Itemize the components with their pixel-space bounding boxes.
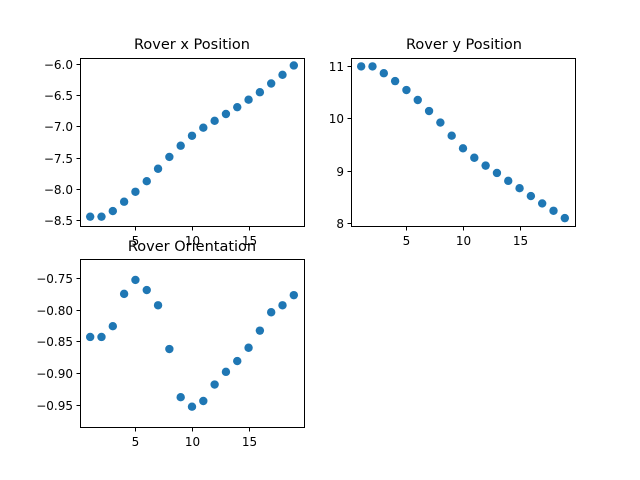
y-tick-label: −0.85: [36, 335, 73, 349]
y-tick-label: −0.95: [36, 399, 73, 413]
data-point: [402, 85, 411, 95]
axis-ticks: 5 10 15 −0.95 −0.90 −0.85 −0.80 −0.75: [36, 272, 257, 449]
x-tick-label: 10: [185, 435, 200, 449]
data-point: [233, 102, 242, 112]
data-point: [142, 177, 151, 186]
data-points: [85, 275, 299, 411]
axes-frame: [80, 58, 305, 227]
y-tick-label: −8.5: [44, 214, 73, 228]
y-tick-label: 11: [329, 60, 344, 74]
data-point: [176, 393, 185, 402]
data-point: [233, 356, 242, 366]
data-point: [289, 61, 299, 70]
data-point: [199, 123, 208, 132]
data-point: [85, 332, 95, 342]
data-point: [255, 326, 265, 335]
y-tick-label: −7.0: [44, 120, 73, 134]
data-point: [526, 191, 536, 201]
data-point: [244, 343, 253, 352]
data-point: [560, 213, 570, 223]
data-point: [436, 118, 445, 127]
data-point: [108, 322, 118, 331]
data-point: [187, 131, 197, 140]
subplot-rover-x-position: Rover x Position 5 10 15 −8.5 −8.0 −7.5 −7.0 −6…: [44, 37, 305, 248]
data-point: [85, 212, 95, 221]
data-points: [85, 61, 299, 221]
data-point: [119, 289, 129, 299]
data-point: [549, 206, 558, 215]
data-point: [278, 301, 287, 310]
data-point: [424, 106, 434, 116]
data-point: [289, 290, 299, 300]
data-point: [210, 116, 219, 126]
axis-ticks: 5 10 15 8 9 10 11: [329, 60, 528, 248]
data-point: [221, 109, 231, 119]
y-tick-label: 10: [329, 112, 344, 126]
x-tick-label: 5: [132, 234, 140, 248]
data-points: [356, 62, 570, 223]
data-point: [255, 88, 265, 97]
data-point: [97, 212, 106, 221]
data-point: [379, 69, 389, 78]
data-point: [97, 332, 106, 342]
data-point: [165, 152, 174, 162]
chart-title: Rover y Position: [406, 37, 522, 53]
data-point: [504, 176, 513, 186]
data-point: [266, 308, 276, 317]
axis-ticks: 5 10 15 −8.5 −8.0 −7.5 −7.0 −6.5 −6.0: [44, 58, 257, 248]
y-tick-label: −7.5: [44, 152, 73, 166]
data-point: [187, 402, 197, 411]
y-tick-label: −0.90: [36, 367, 73, 381]
data-point: [413, 95, 422, 105]
data-point: [515, 184, 524, 193]
x-tick-label: 15: [513, 234, 528, 248]
y-tick-label: −6.5: [44, 89, 73, 103]
axes-frame: [80, 259, 305, 428]
data-point: [176, 141, 185, 150]
y-tick-label: 9: [336, 165, 344, 179]
data-point: [221, 367, 231, 377]
data-point: [153, 164, 163, 173]
data-point: [266, 79, 276, 88]
data-point: [492, 168, 502, 178]
data-point: [537, 199, 547, 208]
data-point: [142, 285, 151, 295]
data-point: [153, 301, 163, 310]
y-tick-label: −8.0: [44, 183, 73, 197]
data-point: [368, 62, 377, 71]
data-point: [244, 95, 253, 104]
data-point: [356, 62, 366, 71]
data-point: [458, 144, 468, 153]
x-tick-label: 10: [456, 234, 471, 248]
y-tick-label: −0.75: [36, 272, 73, 286]
x-tick-label: 15: [242, 234, 257, 248]
y-tick-label: 8: [336, 217, 344, 231]
chart-title: Rover Orientation: [128, 239, 256, 255]
x-tick-label: 5: [403, 234, 411, 248]
data-point: [447, 131, 456, 140]
data-point: [108, 206, 118, 216]
x-tick-label: 10: [185, 234, 200, 248]
data-point: [470, 153, 479, 162]
data-point: [131, 187, 140, 196]
axes-frame: [351, 58, 576, 227]
data-point: [390, 76, 400, 86]
data-point: [165, 344, 174, 354]
data-point: [481, 161, 490, 170]
y-tick-label: −0.80: [36, 304, 73, 318]
x-tick-label: 5: [132, 435, 140, 449]
chart-title: Rover x Position: [134, 37, 250, 53]
x-tick-label: 15: [242, 435, 257, 449]
y-tick-label: −6.0: [44, 58, 73, 72]
subplot-rover-y-position: Rover y Position 5 10 15 8 9 10 11: [329, 37, 576, 248]
data-point: [278, 70, 287, 80]
subplot-rover-orientation: 5 10 15 −0.95 −0.90 −0.85 −0.80 −0.75 Rover Ori…: [36, 239, 305, 449]
data-point: [131, 275, 140, 285]
data-point: [199, 396, 208, 406]
data-point: [210, 380, 219, 389]
data-point: [119, 197, 129, 206]
